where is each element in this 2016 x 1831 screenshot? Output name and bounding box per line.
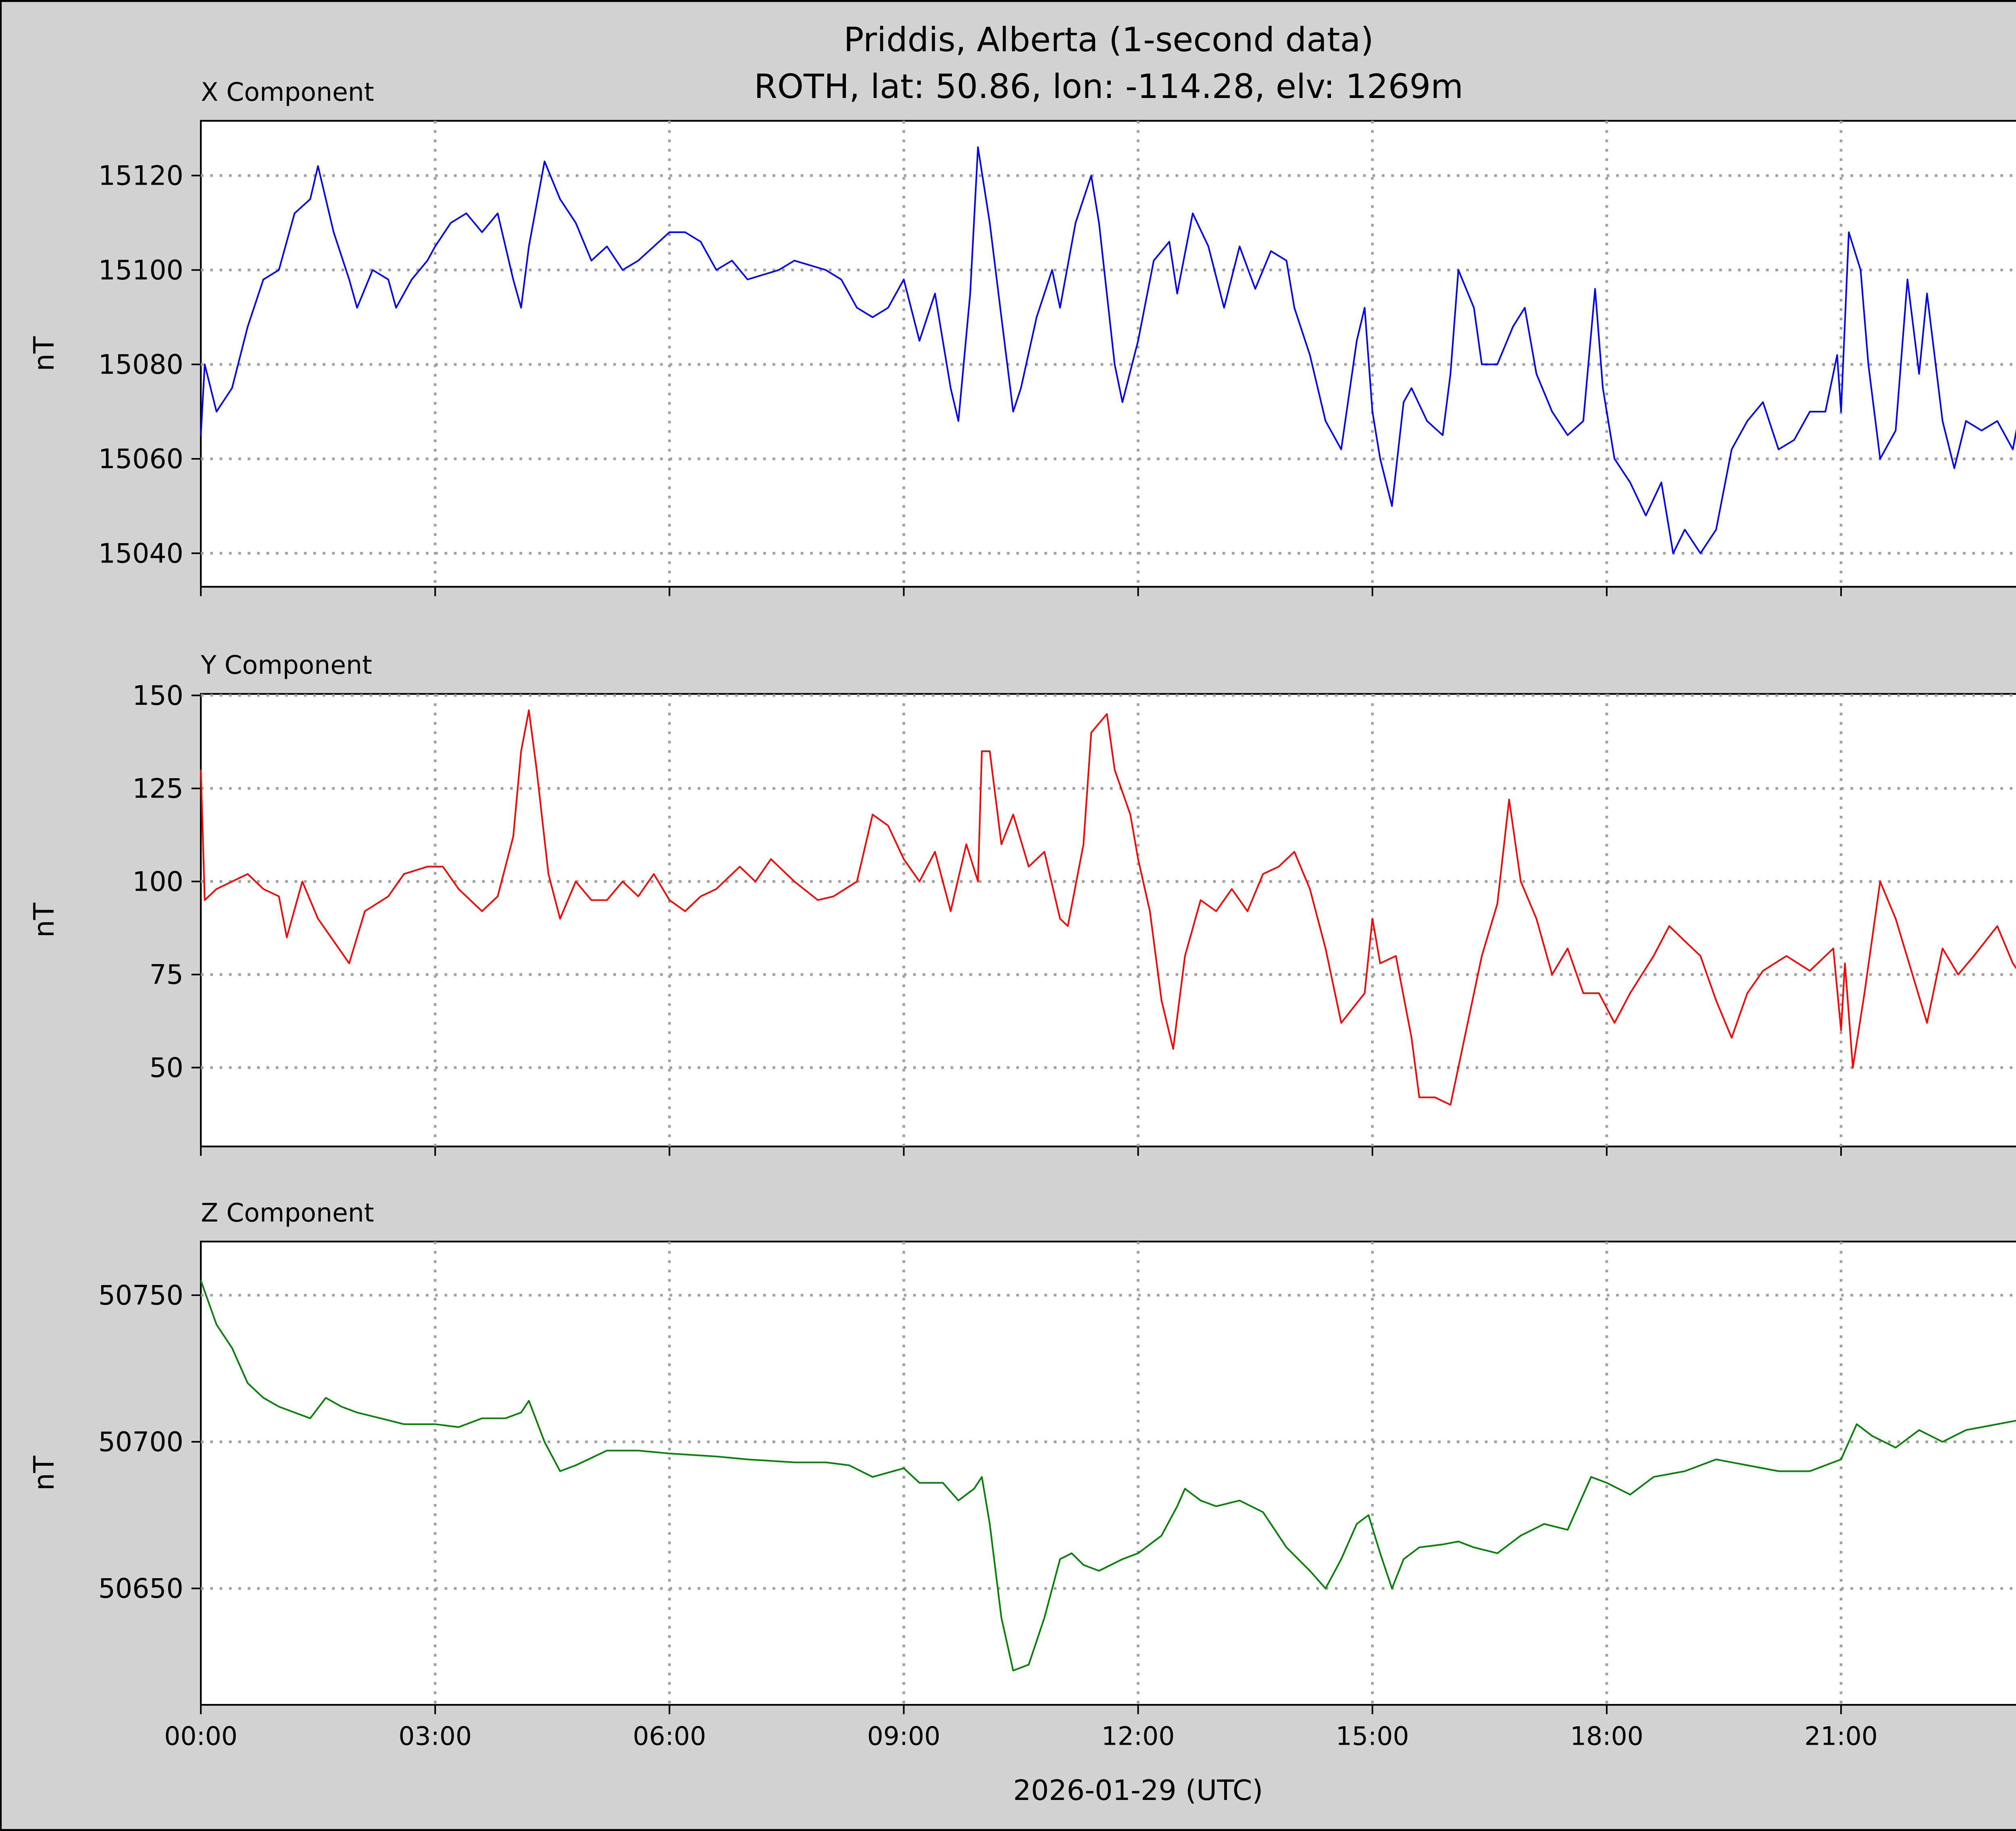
y-tick-label: 50750 (98, 1279, 183, 1311)
x-tick-label: 03:00 (398, 1721, 472, 1751)
y-axis-label: nT (28, 1456, 60, 1491)
x-tick-label: 06:00 (633, 1721, 706, 1751)
panel-title: X Component (201, 77, 374, 107)
panel-title: Y Component (200, 650, 372, 680)
y-tick-label: 100 (132, 866, 183, 897)
x-axis-label: 2026-01-29 (UTC) (1013, 1774, 1263, 1807)
panel-y-component: Y Component nT 50 75 100 125 150 (28, 650, 2016, 1156)
plot-area (200, 1240, 2016, 1706)
x-tick-label: 12:00 (1102, 1721, 1175, 1751)
x-tick-label: 15:00 (1336, 1721, 1409, 1751)
y-tick-label: 150 (132, 680, 183, 711)
panel-z-component: Z Component nT 00:00 03:00 06:00 09:00 12:00 15… (28, 1198, 2016, 1751)
y-tick-label: 15100 (98, 254, 183, 286)
x-tick-label: 00:00 (164, 1721, 237, 1751)
x-tick-label: 09:00 (867, 1721, 941, 1751)
y-tick-label: 75 (149, 959, 183, 990)
panel-title: Z Component (201, 1198, 374, 1227)
x-tick-label: 18:00 (1570, 1721, 1643, 1751)
series-line-z (200, 1280, 2016, 1672)
series-line-y (200, 709, 2016, 1106)
chart-title: Priddis, Alberta (1-second data) (843, 20, 1374, 59)
y-tick-label: 50 (149, 1052, 183, 1083)
plot-area (200, 120, 2016, 588)
y-tick-label: 125 (132, 773, 183, 804)
y-axis-label: nT (28, 336, 60, 371)
x-tick-label: 21:00 (1804, 1721, 1878, 1751)
y-tick-label: 50650 (98, 1573, 183, 1604)
plot-area (200, 693, 2016, 1148)
panel-x-component: X Component nT 15040 15060 15080 15100 15120 (28, 77, 2016, 596)
y-tick-label: 50700 (98, 1426, 183, 1458)
y-tick-label: 15040 (98, 537, 183, 569)
y-tick-label: 15080 (98, 349, 183, 380)
y-axis-label: nT (28, 902, 60, 937)
series-line-x (200, 146, 2016, 554)
y-tick-label: 15060 (98, 443, 183, 475)
chart-subtitle: ROTH, lat: 50.86, lon: -114.28, elv: 126… (754, 67, 1463, 106)
y-tick-label: 15120 (98, 160, 183, 192)
